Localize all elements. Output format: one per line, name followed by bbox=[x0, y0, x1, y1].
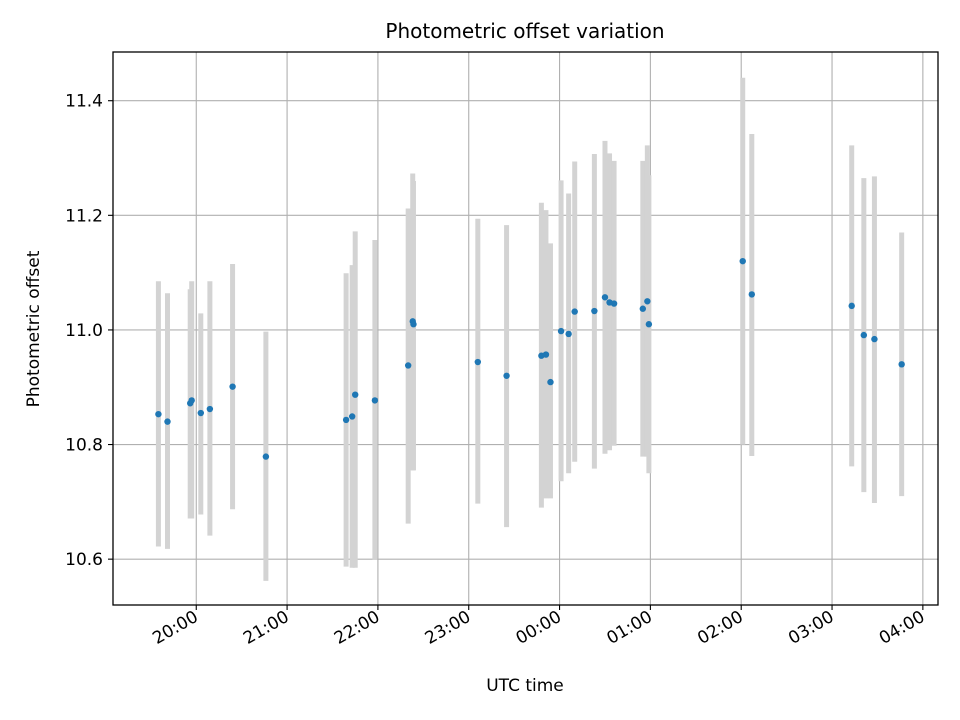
data-point bbox=[547, 378, 554, 386]
y-tick-label: 11.4 bbox=[65, 92, 103, 112]
x-axis-label: UTC time bbox=[486, 676, 564, 696]
data-point bbox=[610, 300, 618, 307]
data-point bbox=[229, 383, 236, 390]
y-axis-label: Photometric offset bbox=[24, 250, 44, 407]
data-point bbox=[860, 331, 868, 339]
data-point bbox=[557, 327, 565, 335]
data-point bbox=[739, 257, 746, 265]
data-point bbox=[206, 405, 214, 413]
data-point bbox=[197, 409, 204, 417]
y-axis-ticks: 10.6 10.8 11.0 11.2 11.4 bbox=[65, 92, 113, 570]
y-tick-label: 10.6 bbox=[65, 550, 103, 570]
data-points bbox=[155, 257, 905, 460]
data-point bbox=[644, 298, 651, 305]
data-point bbox=[262, 453, 270, 460]
grid bbox=[113, 52, 938, 605]
data-point bbox=[571, 308, 578, 315]
data-point bbox=[342, 416, 350, 424]
data-point bbox=[410, 321, 417, 328]
data-point bbox=[848, 302, 855, 310]
data-point bbox=[164, 418, 171, 425]
data-point bbox=[542, 351, 550, 358]
y-tick-label: 10.8 bbox=[65, 436, 103, 456]
data-point bbox=[352, 391, 359, 398]
plot-frame bbox=[112, 51, 939, 606]
y-tick-label: 11.2 bbox=[65, 206, 103, 226]
data-point bbox=[474, 358, 482, 366]
data-point bbox=[155, 410, 162, 418]
data-point bbox=[601, 294, 609, 301]
y-tick-label: 11.0 bbox=[65, 321, 103, 341]
data-point bbox=[503, 372, 510, 379]
data-point bbox=[348, 413, 356, 420]
data-point bbox=[565, 330, 572, 338]
data-point bbox=[645, 321, 653, 328]
data-point bbox=[898, 361, 905, 368]
data-point bbox=[404, 362, 412, 369]
chart-title: Photometric offset variation bbox=[385, 19, 664, 43]
data-point bbox=[639, 305, 647, 312]
data-point bbox=[871, 335, 878, 343]
data-point bbox=[188, 397, 195, 404]
data-point bbox=[371, 397, 379, 404]
data-point bbox=[591, 307, 598, 315]
data-point bbox=[748, 291, 756, 298]
